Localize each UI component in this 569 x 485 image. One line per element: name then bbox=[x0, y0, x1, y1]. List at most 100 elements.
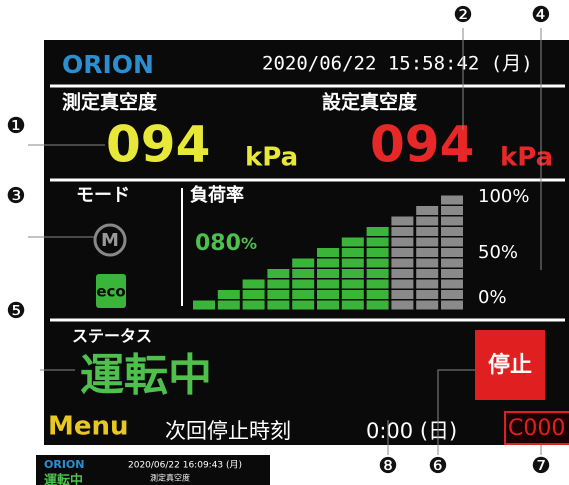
meter-segment bbox=[292, 269, 315, 278]
meter-segment bbox=[317, 269, 339, 278]
meter-segment bbox=[366, 269, 389, 278]
code: C000 bbox=[508, 416, 565, 441]
meter-segment bbox=[366, 258, 389, 268]
meter-segment bbox=[267, 290, 290, 299]
meter-segment bbox=[242, 290, 265, 299]
meter-segment bbox=[267, 269, 290, 278]
meter-segment bbox=[416, 227, 439, 236]
meter-segment bbox=[317, 300, 339, 310]
datetime: 2020/06/22 15:58:42 (月) bbox=[262, 53, 533, 75]
meter-segment bbox=[441, 269, 463, 278]
meter-segment bbox=[267, 300, 290, 310]
callout: ❻ bbox=[428, 454, 448, 479]
meter-segment bbox=[366, 237, 389, 247]
meter-segment bbox=[217, 290, 240, 299]
measured-value: 094 bbox=[106, 116, 210, 174]
meter-segment bbox=[391, 258, 414, 268]
callout: ❸ bbox=[6, 184, 26, 209]
next-stop-time: 0:00 (日) bbox=[366, 419, 457, 443]
meter-segment bbox=[366, 248, 389, 257]
meter-segment bbox=[441, 258, 463, 268]
thumb-status: 運転中 bbox=[44, 473, 83, 485]
callout: ❹ bbox=[531, 3, 551, 28]
next-stop-label: 次回停止時刻 bbox=[165, 419, 291, 443]
meter-segment bbox=[391, 237, 414, 247]
meter-segment bbox=[391, 216, 414, 226]
meter-segment bbox=[391, 290, 414, 299]
meter-segment bbox=[416, 290, 439, 299]
meter-segment bbox=[441, 195, 463, 205]
meter-segment bbox=[341, 237, 364, 247]
meter-segment bbox=[366, 300, 389, 310]
load-label: 負荷率 bbox=[190, 184, 244, 206]
measured-label: 測定真空度 bbox=[62, 91, 158, 114]
meter-segment bbox=[441, 227, 463, 236]
meter-segment bbox=[441, 279, 463, 289]
meter-segment bbox=[292, 290, 315, 299]
menu[interactable]: Menu bbox=[48, 412, 129, 442]
meter-segment bbox=[416, 258, 439, 268]
meter-segment bbox=[341, 248, 364, 257]
meter-segment bbox=[366, 227, 389, 236]
meter-segment bbox=[366, 290, 389, 299]
callout: ❷ bbox=[453, 3, 473, 28]
meter-segment bbox=[341, 279, 364, 289]
scale-label: 0% bbox=[478, 287, 507, 308]
meter-segment bbox=[341, 269, 364, 278]
load-meter bbox=[193, 195, 463, 310]
meter-segment bbox=[391, 248, 414, 257]
meter-segment bbox=[292, 300, 315, 310]
meter-segment bbox=[242, 300, 265, 310]
meter-segment bbox=[441, 237, 463, 247]
brand: ORION bbox=[62, 50, 154, 79]
meter-segment bbox=[441, 290, 463, 299]
stop-text: 停止 bbox=[488, 352, 532, 378]
callout: ❺ bbox=[6, 299, 26, 324]
load-value: 080% bbox=[195, 231, 257, 256]
stop-button[interactable] bbox=[475, 330, 545, 400]
setpoint-label: 設定真空度 bbox=[322, 91, 418, 114]
meter-segment bbox=[416, 237, 439, 247]
callout: ❶ bbox=[6, 114, 26, 139]
thumbnail bbox=[36, 455, 270, 485]
meter-segment bbox=[441, 300, 463, 310]
meter-segment bbox=[416, 269, 439, 278]
meter-segment bbox=[292, 258, 315, 268]
meter-segment bbox=[317, 248, 339, 257]
status-value: 運転中 bbox=[80, 350, 212, 401]
meter-segment bbox=[292, 279, 315, 289]
meter-segment bbox=[317, 258, 339, 268]
callout-lines bbox=[28, 28, 542, 455]
meter-segment bbox=[193, 300, 215, 310]
meter-segment bbox=[441, 206, 463, 215]
meter-segment bbox=[341, 258, 364, 268]
thumb-brand: ORION bbox=[44, 458, 84, 471]
setpoint-value: 094 bbox=[370, 116, 474, 174]
meter-segment bbox=[242, 279, 265, 289]
meter-segment bbox=[391, 300, 414, 310]
meter-segment bbox=[341, 300, 364, 310]
meter-segment bbox=[391, 279, 414, 289]
meter-segment bbox=[341, 290, 364, 299]
setpoint-unit: kPa bbox=[500, 143, 553, 173]
status-label: ステータス bbox=[72, 327, 152, 346]
meter-segment bbox=[416, 300, 439, 310]
meter-segment bbox=[441, 248, 463, 257]
meter-segment bbox=[441, 216, 463, 226]
meter-segment bbox=[391, 269, 414, 278]
thumb-datetime: 2020/06/22 16:09:43 (月) bbox=[128, 460, 242, 471]
meter-segment bbox=[391, 227, 414, 236]
meter-segment bbox=[317, 290, 339, 299]
eco-text: eco bbox=[96, 283, 125, 301]
callout: ❼ bbox=[531, 454, 551, 479]
mode-icon bbox=[93, 223, 127, 257]
meter-segment bbox=[416, 279, 439, 289]
mode-icon-text: M bbox=[101, 230, 119, 251]
meter-segment bbox=[317, 279, 339, 289]
callout: ❽ bbox=[378, 454, 398, 479]
meter-segment bbox=[267, 279, 290, 289]
meter-segment bbox=[366, 279, 389, 289]
meter-segment bbox=[217, 300, 240, 310]
scale-label: 100% bbox=[478, 186, 529, 207]
